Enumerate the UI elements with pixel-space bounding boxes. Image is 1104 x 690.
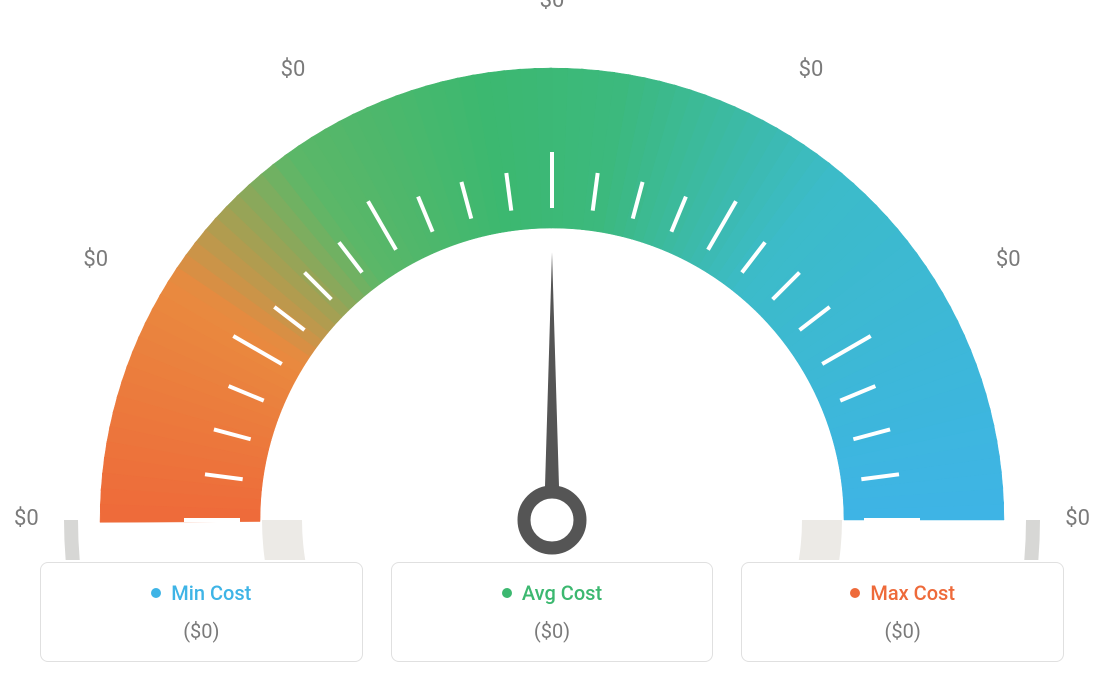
legend-value-avg: ($0) (404, 619, 701, 643)
legend-label-min: Min Cost (171, 581, 251, 605)
legend-dot-min (151, 588, 161, 598)
legend-row: Min Cost ($0) Avg Cost ($0) Max Cost ($0… (40, 562, 1064, 662)
legend-dot-avg (502, 588, 512, 598)
legend-card-min: Min Cost ($0) (40, 562, 363, 662)
gauge-tick-label: $0 (1050, 506, 1090, 531)
legend-value-min: ($0) (53, 619, 350, 643)
gauge-tick-label: $0 (83, 247, 123, 272)
gauge-tick-label: $0 (14, 506, 54, 531)
legend-card-max: Max Cost ($0) (741, 562, 1064, 662)
gauge-cost-widget: $0 $0 $0 $0 $0 $0 $0 Min Cost ($0) Avg Cost ($… (0, 0, 1104, 690)
legend-dot-max (850, 588, 860, 598)
gauge-tick-label: $0 (791, 57, 831, 82)
gauge-tick-label: $0 (532, 0, 572, 13)
gauge-tick-label: $0 (273, 57, 313, 82)
legend-label-max: Max Cost (870, 581, 955, 605)
legend-label-avg: Avg Cost (522, 581, 602, 605)
gauge-tick-label: $0 (981, 247, 1021, 272)
legend-value-max: ($0) (754, 619, 1051, 643)
legend-card-avg: Avg Cost ($0) (391, 562, 714, 662)
gauge-chart (0, 0, 1104, 560)
